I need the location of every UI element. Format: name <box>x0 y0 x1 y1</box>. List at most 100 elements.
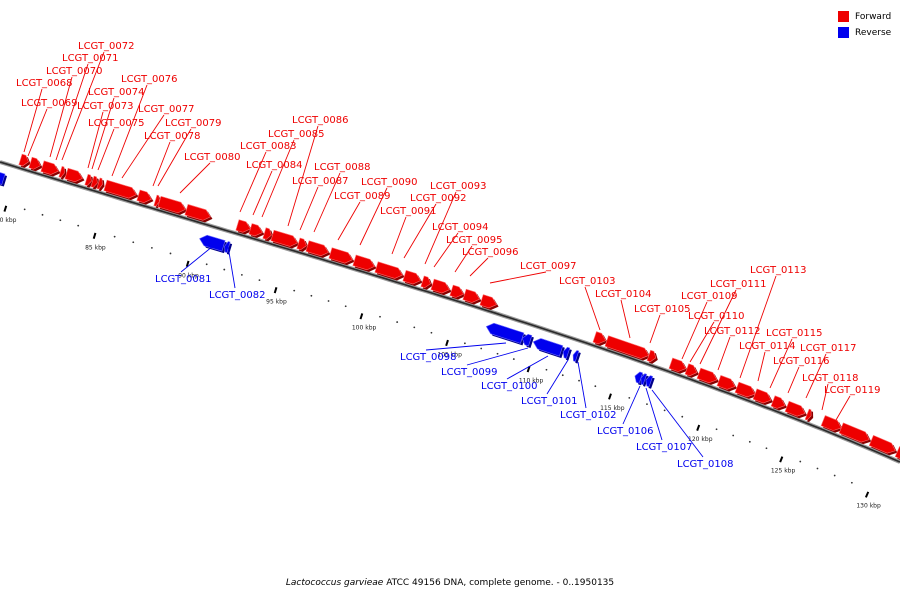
gene-label-text: LCGT_0097 <box>520 261 577 272</box>
minor-tick <box>240 273 243 276</box>
gene-label-LCGT_0111: LCGT_0111 <box>699 279 767 365</box>
minor-tick <box>496 352 499 355</box>
gene-label-LCGT_0092: LCGT_0092 <box>403 193 467 259</box>
gene-LCGT_0099 <box>521 333 534 348</box>
minor-tick <box>578 379 580 382</box>
minor-tick <box>223 268 226 271</box>
gene-label-LCGT_0084: LCGT_0084 <box>246 160 303 216</box>
gene-LCGT_0092 <box>402 270 423 287</box>
gene-label-LCGT_0099: LCGT_0099 <box>441 347 529 378</box>
gene-label-text: LCGT_0087 <box>292 176 349 187</box>
gene-LCGT_0105 <box>646 349 658 364</box>
gene-label-text: LCGT_0118 <box>802 373 859 384</box>
minor-tick <box>327 300 330 302</box>
gene-LCGT_0075 <box>96 177 105 192</box>
kbp-tick-label: 80 kbp <box>0 217 17 224</box>
gene-label-LCGT_0078: LCGT_0078 <box>144 131 201 187</box>
minor-tick <box>715 428 718 431</box>
gene-label-LCGT_0113: LCGT_0113 <box>739 265 807 379</box>
minor-tick <box>23 208 26 211</box>
gene-LCGT_0071 <box>58 166 67 180</box>
kbp-tick-label: 90 kbp <box>178 272 199 279</box>
major-tick <box>608 393 612 400</box>
kbp-tick-label: 100 kbp <box>352 325 377 332</box>
gene-label-text: LCGT_0089 <box>334 191 391 202</box>
minor-tick <box>132 241 135 244</box>
gene-LCGT_0068 <box>18 153 31 168</box>
gene-label-LCGT_0070: LCGT_0070 <box>46 66 103 158</box>
kbp-tick-label: 120 kbp <box>688 436 713 443</box>
minor-tick <box>113 235 116 238</box>
gene-LCGT_0100 <box>532 338 565 359</box>
gene-label-text: LCGT_0112 <box>704 326 761 337</box>
minor-tick <box>850 481 853 484</box>
gene-label-LCGT_0115: LCGT_0115 <box>766 328 823 389</box>
gene-label-LCGT_0116: LCGT_0116 <box>773 356 830 394</box>
minor-tick <box>310 294 313 297</box>
gene-partial <box>0 172 8 187</box>
minor-tick <box>396 321 399 323</box>
gene-label-LCGT_0087: LCGT_0087 <box>292 176 349 231</box>
gene-LCGT_0070 <box>40 160 61 177</box>
gene-label-LCGT_0076: LCGT_0076 <box>111 74 178 177</box>
gene-LCGT_0083 <box>235 219 253 235</box>
gene-label-text: LCGT_0116 <box>773 356 830 367</box>
gene-label-LCGT_0081: LCGT_0081 <box>155 241 219 285</box>
minor-tick <box>594 385 597 388</box>
minor-tick <box>799 460 802 463</box>
minor-tick <box>463 342 466 345</box>
gene-LCGT_0076 <box>103 179 139 201</box>
gene-label-text: LCGT_0100 <box>481 381 538 392</box>
gene-LCGT_0084 <box>248 223 265 238</box>
minor-tick <box>765 447 768 450</box>
minor-tick <box>150 246 153 249</box>
minor-tick <box>293 289 296 292</box>
minor-tick <box>681 415 684 418</box>
gene-label-text: LCGT_0115 <box>766 328 823 339</box>
gene-label-LCGT_0075: LCGT_0075 <box>88 118 145 171</box>
gene-label-LCGT_0068: LCGT_0068 <box>16 78 73 153</box>
gene-label-text: LCGT_0084 <box>246 160 303 171</box>
gene-label-LCGT_0091: LCGT_0091 <box>380 206 437 255</box>
gene-LCGT_0080 <box>184 204 213 223</box>
minor-tick <box>169 252 172 255</box>
gene-label-text: LCGT_0070 <box>46 66 103 77</box>
gene-LCGT_0116 <box>784 400 808 419</box>
gene-label-text: LCGT_0117 <box>800 343 857 354</box>
kbp-tick-label: 95 kbp <box>266 299 287 306</box>
gene-label-LCGT_0102: LCGT_0102 <box>560 361 617 421</box>
gene-label-text: LCGT_0104 <box>595 289 652 300</box>
gene-label-text: LCGT_0081 <box>155 274 212 285</box>
gene-label-LCGT_0114: LCGT_0114 <box>739 341 796 382</box>
gene-label-LCGT_0079: LCGT_0079 <box>157 118 222 187</box>
gene-label-LCGT_0074: LCGT_0074 <box>88 87 145 170</box>
gene-LCGT_0117 <box>804 408 814 423</box>
gene-label-text: LCGT_0088 <box>314 162 371 173</box>
legend: Forward Reverse <box>838 9 891 41</box>
gene-LCGT_0119 <box>838 422 872 445</box>
gene-label-LCGT_0119: LCGT_0119 <box>824 385 881 421</box>
major-tick <box>526 365 531 373</box>
gene-LCGT_0098 <box>485 322 526 346</box>
gene-label-text: LCGT_0103 <box>559 276 616 287</box>
minor-tick <box>545 368 548 371</box>
minor-tick <box>379 315 381 318</box>
gene-LCGT_0115 <box>770 395 788 411</box>
gene-label-text: LCGT_0098 <box>400 352 457 363</box>
gene-arrows <box>0 153 900 460</box>
gene-label-text: LCGT_0073 <box>77 101 134 112</box>
gene-label-LCGT_0103: LCGT_0103 <box>559 276 616 331</box>
figure-caption: Lactococcus garvieae ATCC 49156 DNA, com… <box>0 578 900 588</box>
gene-label-LCGT_0109: LCGT_0109 <box>681 291 738 360</box>
gene-label-text: LCGT_0091 <box>380 206 437 217</box>
gene-label-LCGT_0080: LCGT_0080 <box>179 152 241 194</box>
gene-label-LCGT_0082: LCGT_0082 <box>209 245 266 301</box>
legend-reverse: Reverse <box>838 25 891 40</box>
minor-tick <box>512 358 515 360</box>
minor-tick <box>205 263 208 266</box>
minor-tick <box>430 331 433 334</box>
gene-label-LCGT_0106: LCGT_0106 <box>597 385 654 437</box>
gene-label-text: LCGT_0077 <box>138 104 195 115</box>
minor-tick <box>413 326 416 329</box>
